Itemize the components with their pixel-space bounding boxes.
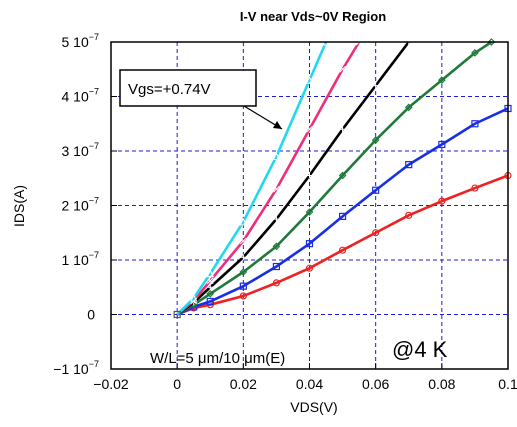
data-point (487, 38, 496, 46)
data-point (239, 292, 247, 300)
y-tick-label: 2 10−7 (61, 196, 99, 214)
origin-point (173, 310, 181, 319)
data-point (206, 289, 215, 298)
data-point (306, 125, 313, 133)
data-point (372, 229, 380, 237)
data-point (405, 161, 413, 169)
x-axis-label: VDS(V) (290, 399, 337, 415)
data-point (438, 197, 446, 205)
y-axis-ticks: −1 10−7 0 1 10−7 2 10−7 3 10−7 4 10−7 5 10−7 (53, 32, 117, 377)
data-point (239, 237, 247, 245)
data-point (438, 140, 446, 149)
data-point (273, 185, 280, 193)
data-point (437, 76, 446, 84)
data-point (239, 282, 247, 290)
data-point (372, 82, 379, 89)
y-axis-label: IDS(A) (11, 185, 27, 227)
plot-frame (110, 41, 509, 370)
data-point (273, 216, 280, 223)
y-tick-label: −1 10−7 (53, 359, 99, 377)
data-point (338, 246, 347, 254)
data-point (372, 186, 380, 194)
data-point (272, 279, 281, 287)
data-point (306, 172, 313, 179)
data-point (338, 171, 347, 180)
series-line (176, 41, 328, 316)
data-point (471, 184, 479, 192)
data-point (206, 269, 215, 278)
x-axis-ticks: −0.02 0 0.02 0.04 0.06 0.08 0.1 (93, 363, 517, 392)
data-point (371, 136, 380, 144)
data-point (305, 208, 314, 216)
data-point (240, 254, 247, 261)
data-point (305, 264, 314, 272)
x-tick-label: −0.02 (93, 376, 129, 392)
data-point (471, 120, 479, 128)
vgs-annotation-label: Vgs=+0.74V (128, 81, 211, 98)
vgs-annotation: Vgs=+0.74V (119, 69, 283, 130)
x-tick-label: 0.1 (498, 376, 517, 392)
series-line (176, 41, 361, 316)
x-tick-label: 0.06 (362, 376, 389, 392)
data-point (339, 126, 346, 133)
vgs-annotation-box (119, 69, 257, 107)
data-point (272, 242, 281, 251)
y-tick-label: 3 10−7 (61, 141, 99, 159)
grid (111, 42, 508, 369)
data-point (305, 76, 314, 84)
data-point (405, 211, 413, 219)
data-point (305, 240, 314, 248)
data-point (206, 297, 214, 306)
series-line (176, 40, 493, 316)
x-tick-label: 0.04 (296, 376, 323, 392)
x-tick-label: 0.08 (428, 376, 455, 392)
x-tick-label: 0.02 (230, 376, 257, 392)
data-point (189, 294, 198, 302)
temperature-annotation: @4 K (392, 337, 448, 362)
data-point (207, 284, 214, 291)
geometry-annotation: W/L=5 μm/10 μm(E) (150, 350, 285, 367)
y-tick-label: 0 (87, 307, 95, 323)
data-point (239, 268, 248, 276)
y-tick-label: 5 10−7 (61, 32, 99, 50)
data-point (471, 49, 479, 57)
data-point (272, 262, 281, 271)
data-point (272, 152, 281, 160)
y-tick-label: 4 10−7 (61, 87, 99, 105)
vgs-annotation-arrowhead (273, 121, 282, 129)
series-layer (173, 37, 512, 319)
chart-title: I-V near Vds~0V Region (240, 9, 386, 24)
y-tick-label: 1 10−7 (61, 250, 99, 268)
data-point (239, 217, 248, 226)
x-tick-label: 0 (173, 376, 181, 392)
data-point (404, 103, 413, 112)
data-point (338, 212, 347, 220)
data-point (339, 65, 346, 73)
